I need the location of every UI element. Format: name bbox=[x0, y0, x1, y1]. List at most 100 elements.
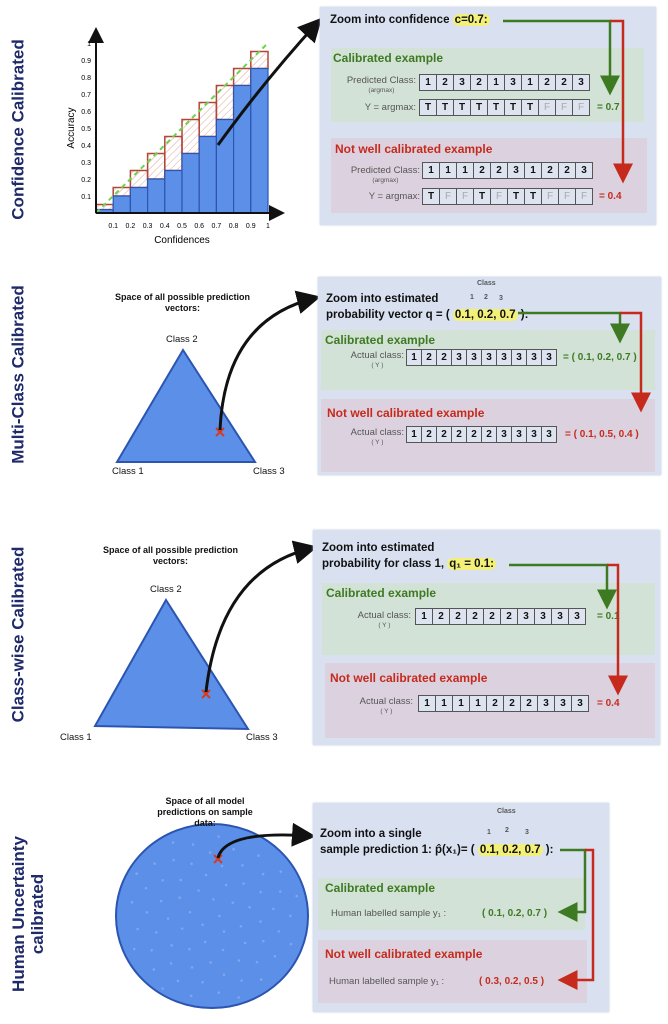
y-tick-label: 0.4 bbox=[81, 143, 91, 150]
accuracy-bar bbox=[147, 178, 166, 214]
space-label: Space of all possible prediction vectors… bbox=[114, 292, 251, 313]
cell: 1 bbox=[423, 163, 440, 178]
cell: 1 bbox=[416, 609, 433, 624]
sample-dot bbox=[209, 961, 213, 964]
sample-dot bbox=[190, 862, 193, 865]
cell: 2 bbox=[422, 427, 437, 442]
gap-bar bbox=[181, 118, 200, 155]
sample-dot bbox=[295, 894, 299, 898]
y-tick-label: 0.8 bbox=[81, 75, 91, 82]
human-label: Human labelled sample y₁ : bbox=[329, 976, 445, 987]
cell: T bbox=[423, 189, 440, 204]
sample-dot bbox=[255, 960, 259, 964]
not-calibrated-title: Not well calibrated example bbox=[327, 406, 485, 420]
y-tick-label: 0.1 bbox=[81, 194, 91, 201]
sample-dot bbox=[166, 917, 170, 920]
y-tick-label: 0.6 bbox=[81, 109, 91, 116]
cell: F bbox=[556, 100, 573, 115]
sample-dot bbox=[217, 991, 221, 994]
x-tick-label: 0.3 bbox=[143, 223, 153, 230]
sample-dot bbox=[135, 872, 138, 875]
x-tick-label: 0.1 bbox=[108, 223, 118, 230]
cell: F bbox=[457, 189, 474, 204]
cell: 2 bbox=[501, 609, 518, 624]
cell: 3 bbox=[555, 696, 572, 711]
cell: 1 bbox=[407, 427, 422, 442]
sample-dot bbox=[224, 883, 228, 887]
sample-dot bbox=[161, 878, 165, 882]
sample-dot bbox=[132, 947, 136, 951]
cell: 1 bbox=[525, 163, 542, 178]
sample-dot bbox=[208, 851, 212, 854]
accuracy-bar bbox=[198, 135, 217, 214]
circle-sample-space bbox=[115, 823, 309, 1009]
accuracy-bar bbox=[181, 152, 200, 214]
x-tick-label: 1 bbox=[266, 223, 270, 230]
y-argmax-label: Y = argmax: bbox=[364, 102, 416, 113]
cell: 2 bbox=[452, 427, 467, 442]
sample-dot bbox=[178, 896, 181, 900]
x-tick-label: 0.5 bbox=[177, 223, 187, 230]
cell: 2 bbox=[450, 609, 467, 624]
sample-dot bbox=[242, 882, 245, 885]
cell: T bbox=[522, 100, 539, 115]
cell: 3 bbox=[576, 163, 592, 178]
sample-dot bbox=[273, 955, 277, 958]
actual-class-label: Actual class:( Y ) bbox=[357, 610, 411, 630]
cell: 2 bbox=[559, 163, 576, 178]
x-tick-label: 0.9 bbox=[246, 223, 256, 230]
cell: 1 bbox=[453, 696, 470, 711]
not-calibrated-title: Not well calibrated example bbox=[330, 671, 488, 685]
actual-class-label: Actual class:( Y ) bbox=[350, 350, 404, 370]
cell: 2 bbox=[437, 427, 452, 442]
cell: T bbox=[454, 100, 471, 115]
cell: 2 bbox=[471, 75, 488, 90]
zoom-arrow-4 bbox=[216, 822, 316, 859]
accuracy-bar bbox=[129, 186, 149, 214]
calibrated-title: Calibrated example bbox=[326, 586, 437, 600]
cell: 1 bbox=[420, 75, 437, 90]
x-tick-label: 0.2 bbox=[126, 223, 136, 230]
sample-dot bbox=[231, 901, 235, 904]
cell: 2 bbox=[482, 427, 497, 442]
cell: T bbox=[437, 100, 454, 115]
sample-dot bbox=[248, 905, 251, 909]
cell: T bbox=[420, 100, 437, 115]
cell: 2 bbox=[484, 609, 501, 624]
sample-dot bbox=[150, 948, 153, 952]
cell: 2 bbox=[504, 696, 521, 711]
cell: 3 bbox=[454, 75, 471, 90]
sample-dot bbox=[197, 889, 200, 892]
sample-dot bbox=[188, 910, 192, 914]
sample-dot bbox=[154, 931, 158, 934]
class-annotation-2: 2 bbox=[484, 294, 488, 301]
y-argmax-label: Y = argmax: bbox=[368, 191, 420, 202]
sample-dot bbox=[201, 980, 204, 984]
cell: T bbox=[505, 100, 522, 115]
not-calibrated-result: ( 0.3, 0.2, 0.5 ) bbox=[479, 976, 545, 987]
not-calibrated-title: Not well calibrated example bbox=[325, 947, 483, 961]
cell: 3 bbox=[512, 350, 527, 365]
sample-dot bbox=[159, 899, 163, 903]
sample-dot bbox=[239, 924, 243, 928]
y-tick-label: 0.5 bbox=[81, 126, 91, 133]
sample-dot bbox=[169, 962, 173, 965]
cell: 1 bbox=[419, 696, 436, 711]
cell: 3 bbox=[497, 350, 512, 365]
class-2-label: Class 2 bbox=[150, 584, 182, 595]
cell: 3 bbox=[527, 427, 542, 442]
not-calibrated-result: = ( 0.1, 0.5, 0.4 ) bbox=[565, 429, 639, 440]
cell: 3 bbox=[452, 350, 467, 365]
not-calibrated-result: = 0.4 bbox=[599, 191, 622, 202]
sample-dot bbox=[261, 939, 265, 943]
actual-class-label: Actual class:( Y ) bbox=[350, 427, 404, 447]
sample-dot bbox=[203, 940, 207, 944]
sample-dot bbox=[279, 870, 283, 873]
y-tick-label: 0.2 bbox=[81, 177, 91, 184]
sample-dot bbox=[277, 930, 281, 933]
cell: 1 bbox=[470, 696, 487, 711]
